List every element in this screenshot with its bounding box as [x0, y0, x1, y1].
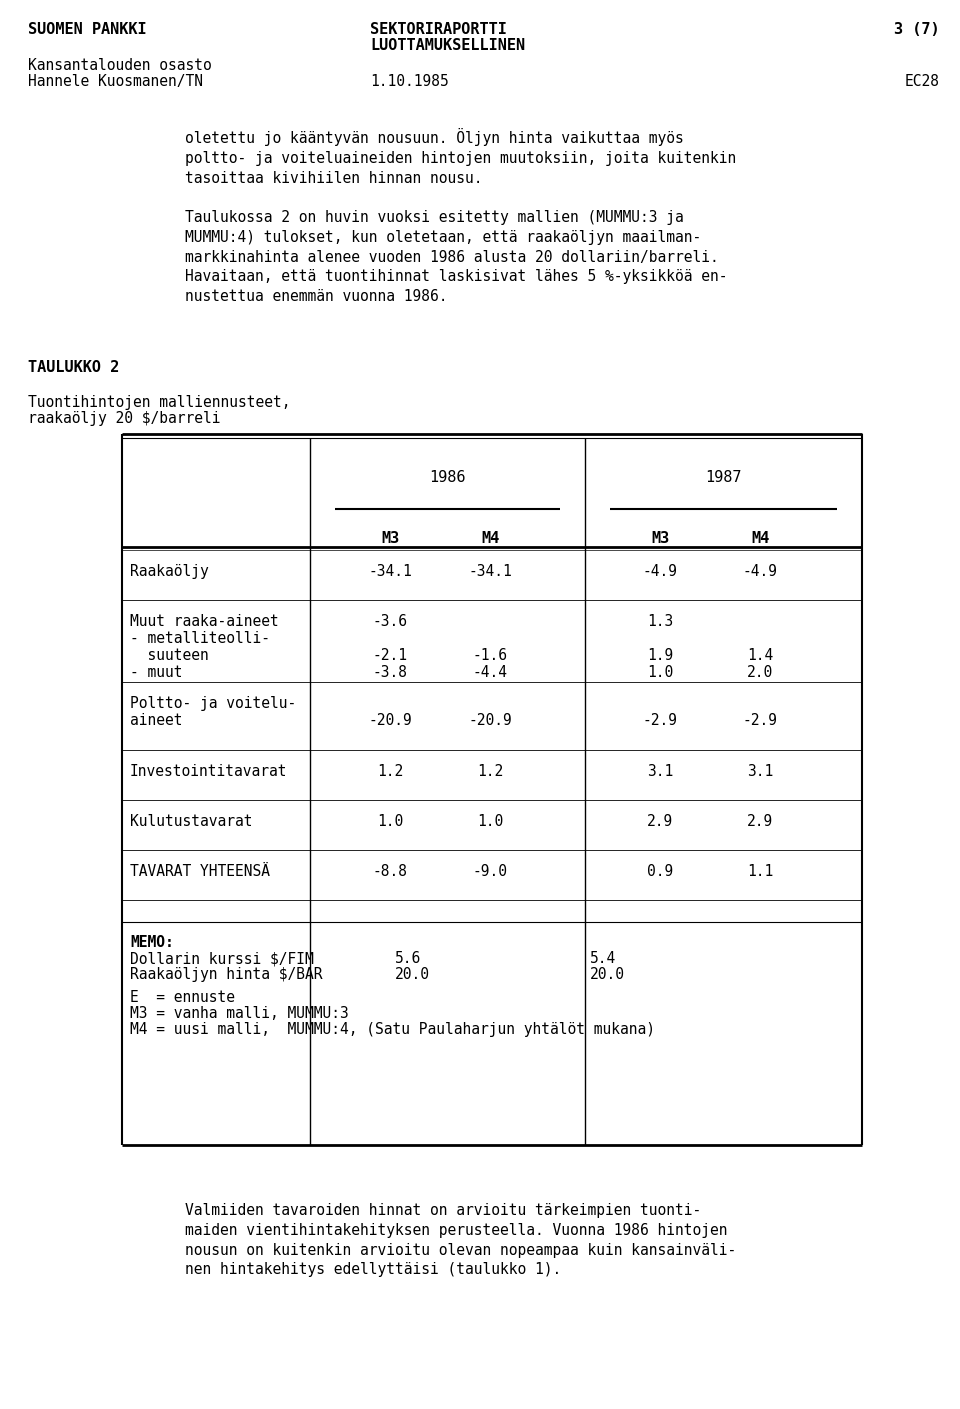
Text: 1.0: 1.0: [477, 814, 503, 828]
Text: 2.0: 2.0: [747, 665, 773, 681]
Text: - metalliteolli-: - metalliteolli-: [130, 631, 270, 645]
Text: MEMO:: MEMO:: [130, 936, 174, 950]
Text: E  = ennuste: E = ennuste: [130, 991, 235, 1005]
Text: oletettu jo kääntyvän nousuun. Öljyn hinta vaikuttaa myös
poltto- ja voiteluaine: oletettu jo kääntyvän nousuun. Öljyn hin…: [185, 128, 736, 186]
Text: Kansantalouden osasto: Kansantalouden osasto: [28, 58, 212, 73]
Text: Raakaöljy: Raakaöljy: [130, 564, 208, 579]
Text: 5.4: 5.4: [590, 951, 616, 967]
Text: SUOMEN PANKKI: SUOMEN PANKKI: [28, 23, 147, 37]
Text: SEKTORIRAPORTTI: SEKTORIRAPORTTI: [370, 23, 507, 37]
Text: 1.1: 1.1: [747, 864, 773, 879]
Text: 1.3: 1.3: [647, 614, 673, 628]
Text: Taulukossa 2 on huvin vuoksi esitetty mallien (MUMMU:3 ja
MUMMU:4) tulokset, kun: Taulukossa 2 on huvin vuoksi esitetty ma…: [185, 210, 728, 304]
Text: 1.0: 1.0: [647, 665, 673, 681]
Text: TAULUKKO 2: TAULUKKO 2: [28, 361, 119, 375]
Text: suuteen: suuteen: [130, 648, 208, 664]
Text: -8.8: -8.8: [372, 864, 407, 879]
Text: 3.1: 3.1: [747, 764, 773, 779]
Text: Tuontihintojen malliennusteet,: Tuontihintojen malliennusteet,: [28, 395, 291, 410]
Text: M4: M4: [751, 531, 769, 547]
Text: -2.9: -2.9: [742, 713, 778, 728]
Text: Dollarin kurssi $/FIM: Dollarin kurssi $/FIM: [130, 951, 314, 967]
Text: - muut: - muut: [130, 665, 182, 681]
Text: aineet: aineet: [130, 713, 182, 728]
Text: 5.6: 5.6: [395, 951, 421, 967]
Text: 1.2: 1.2: [477, 764, 503, 779]
Text: raakaöljy 20 $/barreli: raakaöljy 20 $/barreli: [28, 411, 221, 426]
Text: -34.1: -34.1: [368, 564, 412, 579]
Text: EC28: EC28: [905, 75, 940, 89]
Text: M4 = uusi malli,  MUMMU:4, (Satu Paulaharjun yhtälöt mukana): M4 = uusi malli, MUMMU:4, (Satu Paulahar…: [130, 1022, 655, 1037]
Text: -20.9: -20.9: [468, 713, 512, 728]
Text: -1.6: -1.6: [472, 648, 508, 664]
Text: 1.4: 1.4: [747, 648, 773, 664]
Text: Hannele Kuosmanen/TN: Hannele Kuosmanen/TN: [28, 75, 203, 89]
Text: 3.1: 3.1: [647, 764, 673, 779]
Text: Valmiiden tavaroiden hinnat on arvioitu tärkeimpien tuonti-
maiden vientihintake: Valmiiden tavaroiden hinnat on arvioitu …: [185, 1203, 736, 1278]
Text: 0.9: 0.9: [647, 864, 673, 879]
Text: M4: M4: [481, 531, 499, 547]
Text: Poltto- ja voitelu-: Poltto- ja voitelu-: [130, 696, 297, 712]
Text: M3: M3: [651, 531, 669, 547]
Text: 1987: 1987: [706, 471, 742, 485]
Text: Kulutustavarat: Kulutustavarat: [130, 814, 252, 828]
Text: -3.8: -3.8: [372, 665, 407, 681]
Text: Raakaöljyn hinta $/BAR: Raakaöljyn hinta $/BAR: [130, 967, 323, 982]
Text: LUOTTAMUKSELLINEN: LUOTTAMUKSELLINEN: [370, 38, 525, 54]
Text: -4.9: -4.9: [642, 564, 678, 579]
Text: 3 (7): 3 (7): [895, 23, 940, 37]
Text: -4.9: -4.9: [742, 564, 778, 579]
Text: -9.0: -9.0: [472, 864, 508, 879]
Text: -4.4: -4.4: [472, 665, 508, 681]
Text: Muut raaka-aineet: Muut raaka-aineet: [130, 614, 278, 628]
Text: -3.6: -3.6: [372, 614, 407, 628]
Text: M3 = vanha malli, MUMMU:3: M3 = vanha malli, MUMMU:3: [130, 1006, 348, 1022]
Text: 1.0: 1.0: [377, 814, 403, 828]
Text: Investointitavarat: Investointitavarat: [130, 764, 287, 779]
Text: 20.0: 20.0: [395, 967, 430, 982]
Text: 1.9: 1.9: [647, 648, 673, 664]
Text: -20.9: -20.9: [368, 713, 412, 728]
Text: 2.9: 2.9: [747, 814, 773, 828]
Text: 1.10.1985: 1.10.1985: [370, 75, 448, 89]
Text: 1986: 1986: [429, 471, 466, 485]
Text: M3: M3: [381, 531, 399, 547]
Text: -2.9: -2.9: [642, 713, 678, 728]
Text: -34.1: -34.1: [468, 564, 512, 579]
Text: TAVARAT YHTEENSÄ: TAVARAT YHTEENSÄ: [130, 864, 270, 879]
Text: 1.2: 1.2: [377, 764, 403, 779]
Text: -2.1: -2.1: [372, 648, 407, 664]
Text: 20.0: 20.0: [590, 967, 625, 982]
Text: 2.9: 2.9: [647, 814, 673, 828]
